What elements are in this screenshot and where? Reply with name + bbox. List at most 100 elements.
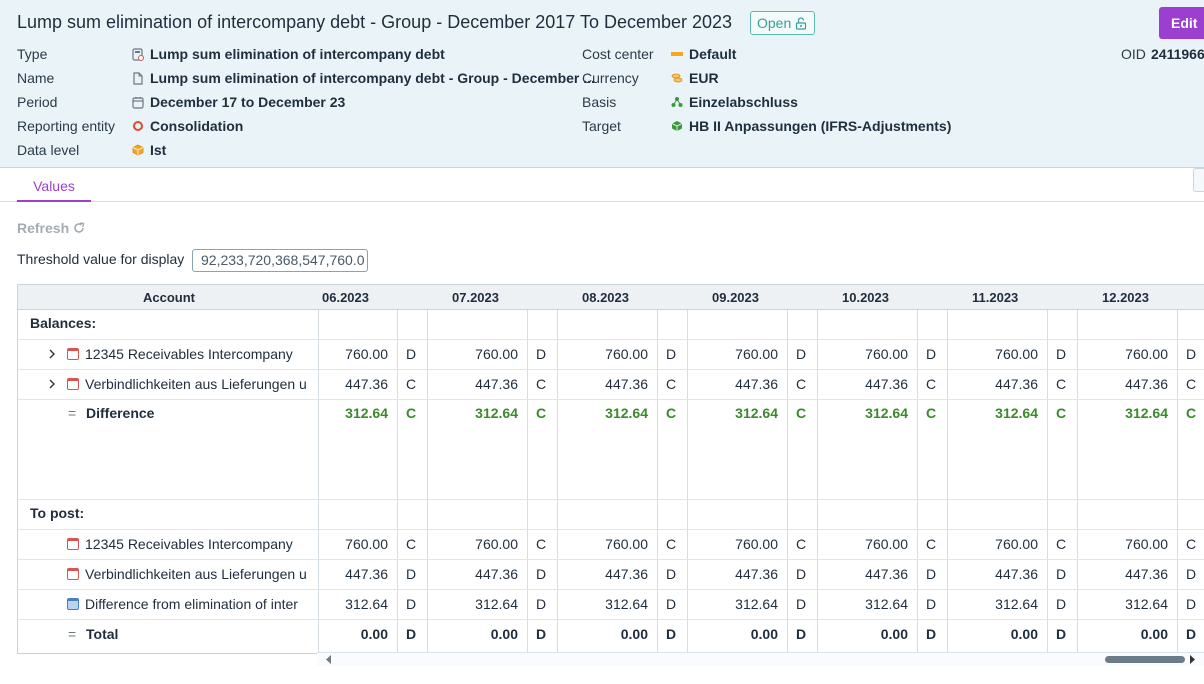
table-row[interactable]: = Total 0.00 D 0.00 D 0.00 D 0.00 D 0.00 D 0.00 D 0.… <box>18 620 1204 649</box>
amount-cell: 760.00 <box>995 346 1038 362</box>
debit-credit-cell: D <box>795 566 807 582</box>
debit-credit-cell: C <box>405 376 417 392</box>
table-row[interactable]: = Difference 312.64 C 312.64 C 312.64 C 312.64… <box>18 400 1204 500</box>
amount-cell: 312.64 <box>865 596 908 612</box>
scrollbar-thumb[interactable] <box>1105 656 1185 663</box>
table-row[interactable]: 12345 Receivables Intercompany 760.00 D 76… <box>18 340 1204 370</box>
period-column-header[interactable]: 11.2023 <box>972 290 1019 305</box>
values-grid: Account 06.2023 07.2023 08.2023 09.2023 … <box>17 284 1204 654</box>
debit-credit-cell: D <box>925 596 937 612</box>
debit-credit-cell: C <box>925 376 937 392</box>
amount-cell: 312.64 <box>735 596 778 612</box>
debit-credit-cell: D <box>535 626 547 642</box>
to-post-label: To post: <box>30 505 85 521</box>
period-column-header[interactable]: 07.2023 <box>452 290 499 305</box>
section-row: To post: <box>18 500 1204 530</box>
basis-value: Einzelabschluss <box>671 94 798 110</box>
threshold-input[interactable]: 92,233,720,368,547,760.0 <box>192 249 368 272</box>
debit-credit-cell: D <box>1055 596 1067 612</box>
table-row[interactable]: Difference from elimination of inter 312… <box>18 590 1204 620</box>
amount-cell: 312.64 <box>475 596 518 612</box>
period-column-header[interactable]: 08.2023 <box>582 290 629 305</box>
refresh-button[interactable]: Refresh <box>17 220 85 236</box>
account-column-header[interactable]: Account <box>143 290 195 305</box>
amount-cell: 760.00 <box>865 346 908 362</box>
debit-credit-cell: C <box>535 376 547 392</box>
account-name: Verbindlichkeiten aus Lieferungen u <box>85 566 307 582</box>
tab-bar: Values <box>0 168 1204 202</box>
edit-button[interactable]: Edit <box>1159 7 1204 39</box>
table-row[interactable]: 12345 Receivables Intercompany 760.00 C 76… <box>18 530 1204 560</box>
table-row[interactable]: Verbindlichkeiten aus Lieferungen u 447.… <box>18 560 1204 590</box>
cost-center-label: Cost center <box>582 46 654 62</box>
amount-cell: 447.36 <box>605 376 648 392</box>
threshold-label: Threshold value for display <box>17 251 185 267</box>
amount-cell: 447.36 <box>475 376 518 392</box>
amount-cell: 312.64 <box>995 405 1038 421</box>
period-column-header[interactable]: 09.2023 <box>712 290 759 305</box>
table-row[interactable]: Verbindlichkeiten aus Lieferungen u 447.… <box>18 370 1204 400</box>
amount-cell: 0.00 <box>880 626 908 642</box>
expand-chevron-icon[interactable] <box>48 346 56 362</box>
amount-cell: 0.00 <box>490 626 518 642</box>
amount-cell: 760.00 <box>605 536 648 552</box>
side-panel-handle[interactable] <box>1193 168 1204 192</box>
document-icon <box>133 71 143 85</box>
amount-cell: 0.00 <box>1010 626 1038 642</box>
oid-label: OID <box>1121 46 1146 62</box>
basis-label: Basis <box>582 94 617 110</box>
period-column-header[interactable]: 10.2023 <box>842 290 889 305</box>
target-value: HB II Anpassungen (IFRS-Adjustments) <box>671 118 951 134</box>
amount-cell: 312.64 <box>475 405 518 421</box>
debit-credit-cell: C <box>925 405 937 421</box>
debit-credit-cell: C <box>535 536 547 552</box>
debit-credit-cell: D <box>405 346 417 362</box>
network-icon <box>671 97 683 107</box>
amount-cell: 0.00 <box>750 626 778 642</box>
debit-credit-cell: C <box>795 536 807 552</box>
balances-label: Balances: <box>30 315 97 331</box>
debit-credit-cell: C <box>1055 376 1067 392</box>
calendar-icon <box>132 96 144 109</box>
period-column-header[interactable]: 06.2023 <box>322 290 369 305</box>
debit-credit-cell: C <box>795 405 807 421</box>
debit-credit-cell: C <box>1055 536 1067 552</box>
amount-cell: 312.64 <box>1125 405 1168 421</box>
refresh-icon <box>74 222 85 233</box>
circle-icon <box>133 121 143 131</box>
cube-icon <box>132 144 144 156</box>
debit-credit-cell: C <box>795 376 807 392</box>
debit-credit-cell: D <box>405 626 417 642</box>
amount-cell: 312.64 <box>605 596 648 612</box>
scroll-left-icon[interactable] <box>325 655 333 664</box>
cost-center-value: Default <box>671 46 736 62</box>
amount-cell: 447.36 <box>475 566 518 582</box>
amount-cell: 760.00 <box>735 346 778 362</box>
debit-credit-cell: D <box>535 566 547 582</box>
type-value: Lump sum elimination of intercompany deb… <box>132 46 445 62</box>
calculator-icon <box>132 47 144 61</box>
scroll-right-icon[interactable] <box>1188 655 1196 664</box>
status-label: Open <box>757 15 792 31</box>
debit-credit-cell: C <box>665 376 677 392</box>
section-row: Balances: <box>18 310 1204 340</box>
horizontal-scrollbar[interactable] <box>317 652 1204 666</box>
period-column-header[interactable]: 12.2023 <box>1102 290 1149 305</box>
expand-chevron-icon[interactable] <box>48 376 56 392</box>
account-icon <box>67 348 79 360</box>
page-title: Lump sum elimination of intercompany deb… <box>17 12 733 32</box>
account-icon <box>67 378 79 390</box>
data-level-value: Ist <box>132 142 166 158</box>
amount-cell: 760.00 <box>345 346 388 362</box>
status-badge[interactable]: Open <box>750 11 816 35</box>
reporting-entity-value: Consolidation <box>132 118 243 134</box>
amount-cell: 447.36 <box>995 566 1038 582</box>
oid-value: 2411966 <box>1151 46 1204 62</box>
debit-credit-cell: C <box>925 536 937 552</box>
debit-credit-cell: D <box>535 346 547 362</box>
box-icon <box>671 121 683 131</box>
amount-cell: 447.36 <box>735 566 778 582</box>
difference-icon <box>67 598 79 610</box>
tab-values[interactable]: Values <box>17 178 91 202</box>
account-name: Verbindlichkeiten aus Lieferungen u <box>85 376 307 392</box>
